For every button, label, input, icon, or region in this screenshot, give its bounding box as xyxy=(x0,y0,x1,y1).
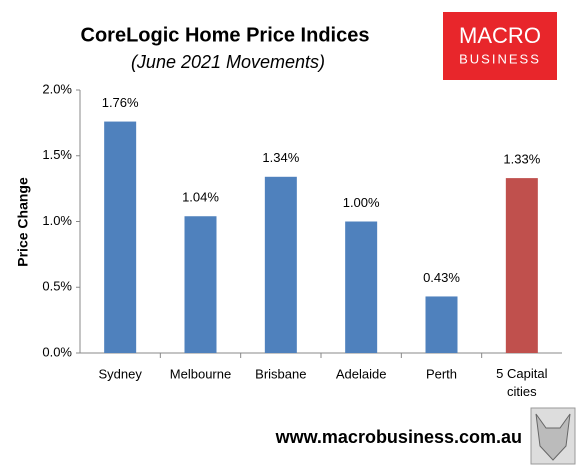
y-tick-label: 0.0% xyxy=(42,344,72,359)
bar xyxy=(505,178,538,353)
y-tick-label: 2.0% xyxy=(42,81,72,96)
x-tick-label: Brisbane xyxy=(255,366,306,381)
y-tick-label: 1.5% xyxy=(42,147,72,162)
x-tick-label: Melbourne xyxy=(170,366,231,381)
value-label: 1.04% xyxy=(182,190,219,205)
x-tick-label: Adelaide xyxy=(336,366,387,381)
value-label: 1.33% xyxy=(503,152,540,167)
bar xyxy=(345,221,378,353)
y-tick-label: 0.5% xyxy=(42,279,72,294)
y-axis-title: Price Change xyxy=(15,177,31,267)
logo-box xyxy=(443,12,557,80)
value-label: 0.43% xyxy=(423,270,460,285)
logo-text: BUSINESS xyxy=(459,51,541,66)
bar xyxy=(184,216,217,353)
value-label: 1.00% xyxy=(343,195,380,210)
x-tick-label: Perth xyxy=(426,366,457,381)
wolf-icon xyxy=(530,407,576,465)
bar xyxy=(425,296,458,353)
chart-title: CoreLogic Home Price Indices xyxy=(81,24,370,46)
value-label: 1.34% xyxy=(262,150,299,165)
value-label: 1.76% xyxy=(102,95,139,110)
bar xyxy=(264,176,297,353)
footer: www.macrobusiness.com.au xyxy=(275,427,522,447)
chart-subtitle: (June 2021 Movements) xyxy=(131,52,325,72)
x-tick-label: Sydney xyxy=(98,366,142,381)
x-tick-label: 5 Capital cities xyxy=(496,366,547,399)
bar xyxy=(104,121,137,353)
logo-text: MACRO xyxy=(459,23,541,48)
y-tick-label: 1.0% xyxy=(42,213,72,228)
